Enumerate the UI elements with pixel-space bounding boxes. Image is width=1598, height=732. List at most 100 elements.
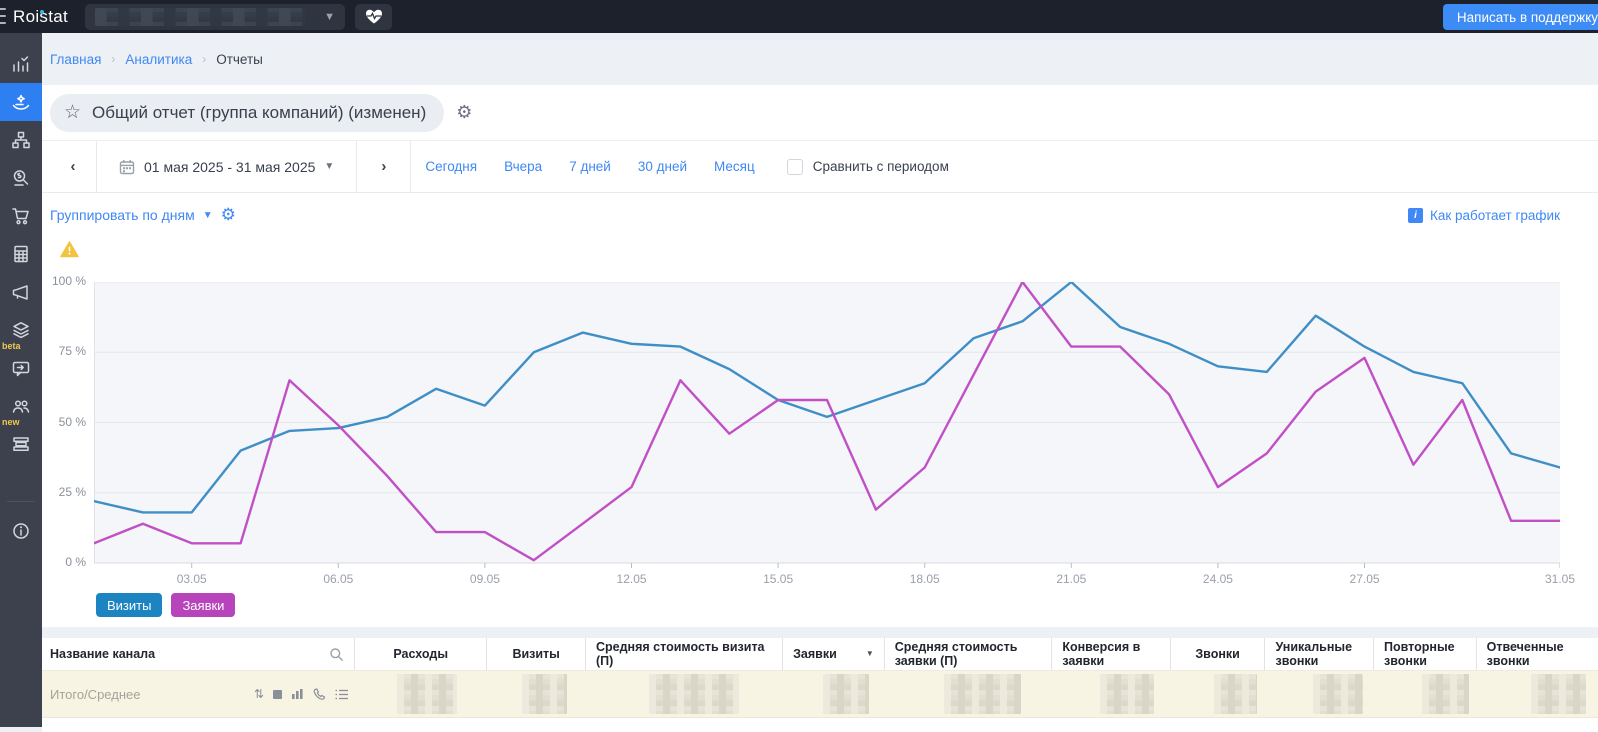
summary-label-cell: Итого/Среднее ⇅ — [42, 671, 360, 717]
chart-plot-area — [94, 282, 1560, 571]
sidebar-item-hand-sparkle[interactable] — [0, 83, 42, 121]
column-header-10[interactable]: Отвеченные звонки — [1477, 638, 1598, 670]
summary-value-cell — [1067, 671, 1187, 717]
favorite-star-icon[interactable]: ☆ — [64, 103, 81, 122]
date-range-picker[interactable]: 01 мая 2025 - 31 мая 2025 ▼ — [97, 141, 356, 192]
blurred-value — [397, 674, 457, 714]
quick-filter-1[interactable]: Вчера — [504, 159, 542, 174]
list-icon[interactable] — [335, 689, 348, 700]
column-label: Уникальные звонки — [1275, 640, 1363, 669]
chevron-down-icon: ▼ — [324, 11, 335, 23]
table-header-row: Название каналаРасходыВизитыСредняя стои… — [42, 638, 1598, 670]
search-icon[interactable] — [329, 647, 344, 662]
logo-dot — [40, 10, 44, 14]
account-selector[interactable]: ▼ — [85, 4, 345, 30]
column-header-0[interactable]: Название канала — [42, 638, 355, 670]
summary-row: Итого/Среднее ⇅ — [42, 670, 1598, 717]
square-icon[interactable] — [273, 690, 282, 699]
report-card: ☆ Общий отчет (группа компаний) (изменен… — [42, 85, 1598, 627]
prev-period-button[interactable]: ‹ — [50, 141, 97, 192]
warning-icon[interactable] — [60, 241, 79, 263]
health-monitor-button[interactable] — [355, 4, 392, 30]
blurred-value — [823, 674, 869, 714]
column-label: Отвеченные звонки — [1487, 640, 1588, 669]
quick-filter-2[interactable]: 7 дней — [569, 159, 611, 174]
sidebar-item-hierarchy[interactable] — [0, 121, 42, 159]
phone-icon[interactable] — [313, 688, 326, 701]
breadcrumb-home[interactable]: Главная — [50, 52, 101, 67]
chart-settings-gear-icon[interactable]: ⚙ — [221, 205, 236, 225]
sidebar-badge-new: new — [2, 418, 20, 427]
hand-sparkle-icon — [11, 92, 31, 112]
quick-filter-0[interactable]: Сегодня — [425, 159, 477, 174]
column-header-5[interactable]: Средняя стоимость заявки (П) — [885, 638, 1053, 670]
x-axis-label: 15.05 — [748, 572, 808, 586]
support-button[interactable]: Написать в поддержку — [1443, 4, 1598, 30]
sidebar-item-calculator[interactable] — [0, 235, 42, 273]
report-title-pill: ☆ Общий отчет (группа компаний) (изменен… — [50, 94, 444, 132]
column-header-4[interactable]: Заявки ▼ — [783, 638, 885, 670]
y-axis-label: 75 % — [42, 344, 86, 358]
y-axis-label: 25 % — [42, 485, 86, 499]
sidebar-item-cart[interactable] — [0, 197, 42, 235]
blurred-value — [1100, 674, 1154, 714]
column-label: Заявки — [793, 647, 862, 661]
chart-legend: Визиты Заявки — [96, 593, 235, 617]
column-label: Средняя стоимость заявки (П) — [895, 640, 1042, 669]
column-header-2[interactable]: Визиты — [487, 638, 586, 670]
quick-filter-4[interactable]: Месяц — [714, 159, 755, 174]
x-axis-label: 06.05 — [308, 572, 368, 586]
breadcrumb-separator: › — [111, 52, 115, 66]
column-header-9[interactable]: Повторные звонки — [1374, 638, 1477, 670]
sort-icon[interactable]: ⇅ — [254, 687, 264, 701]
summary-value-cell — [1497, 671, 1598, 717]
blurred-value — [522, 674, 567, 714]
sidebar-item-stack-list[interactable]: new — [0, 425, 42, 463]
x-axis-label: 18.05 — [895, 572, 955, 586]
next-period-button[interactable]: › — [356, 141, 411, 192]
column-header-3[interactable]: Средняя стоимость визита (П) — [586, 638, 783, 670]
sort-desc-icon: ▼ — [866, 649, 874, 658]
column-label: Расходы — [365, 647, 476, 661]
table-row — [42, 717, 1598, 732]
report-settings-gear-icon[interactable]: ⚙ — [456, 102, 472, 123]
column-header-7[interactable]: Звонки — [1171, 638, 1266, 670]
y-axis-label: 100 % — [42, 274, 86, 288]
how-it-works-link[interactable]: i Как работает график — [1408, 208, 1560, 223]
legend-toggle-leads[interactable]: Заявки — [171, 593, 235, 617]
sidebar-item-info[interactable] — [0, 512, 42, 550]
x-axis-label: 12.05 — [602, 572, 662, 586]
sidebar-item-megaphone[interactable] — [0, 273, 42, 311]
top-bar: Roistat ▼ Написать в поддержку — [0, 0, 1598, 33]
column-label: Звонки — [1181, 647, 1255, 661]
compare-period-control: Сравнить с периодом — [787, 141, 949, 192]
sidebar-item-coin-search[interactable] — [0, 159, 42, 197]
column-header-6[interactable]: Конверсия в заявки — [1052, 638, 1170, 670]
chevron-down-icon: ▼ — [203, 210, 213, 221]
quick-filter-3[interactable]: 30 дней — [638, 159, 687, 174]
summary-value-cell — [360, 671, 494, 717]
summary-value-cell — [1187, 671, 1283, 717]
compare-period-checkbox[interactable] — [787, 159, 803, 175]
group-by-dropdown[interactable]: Группировать по дням ▼ — [50, 207, 213, 223]
group-by-label: Группировать по дням — [50, 207, 195, 223]
legend-toggle-visits[interactable]: Визиты — [96, 593, 162, 617]
bar-chart-icon[interactable] — [291, 688, 304, 700]
chat-icon — [11, 358, 31, 378]
users-icon — [11, 396, 31, 416]
sidebar-item-bar-chart-check[interactable] — [0, 45, 42, 83]
menu-icon[interactable] — [0, 8, 6, 24]
column-header-8[interactable]: Уникальные звонки — [1265, 638, 1374, 670]
sidebar-item-chat[interactable]: beta — [0, 349, 42, 387]
megaphone-icon — [11, 282, 31, 302]
cart-icon — [11, 206, 31, 226]
column-label: Конверсия в заявки — [1062, 640, 1159, 669]
x-axis-label: 24.05 — [1188, 572, 1248, 586]
breadcrumb-analytics[interactable]: Аналитика — [125, 52, 192, 67]
chevron-down-icon: ▼ — [324, 161, 334, 172]
date-range-value: 01 мая 2025 - 31 мая 2025 — [144, 159, 315, 175]
column-header-1[interactable]: Расходы — [355, 638, 487, 670]
period-toolbar: ‹ 01 мая 2025 - 31 мая 2025 ▼ › Сегодня В… — [42, 140, 1598, 193]
column-label: Повторные звонки — [1384, 640, 1466, 669]
column-label: Название канала — [50, 647, 329, 661]
